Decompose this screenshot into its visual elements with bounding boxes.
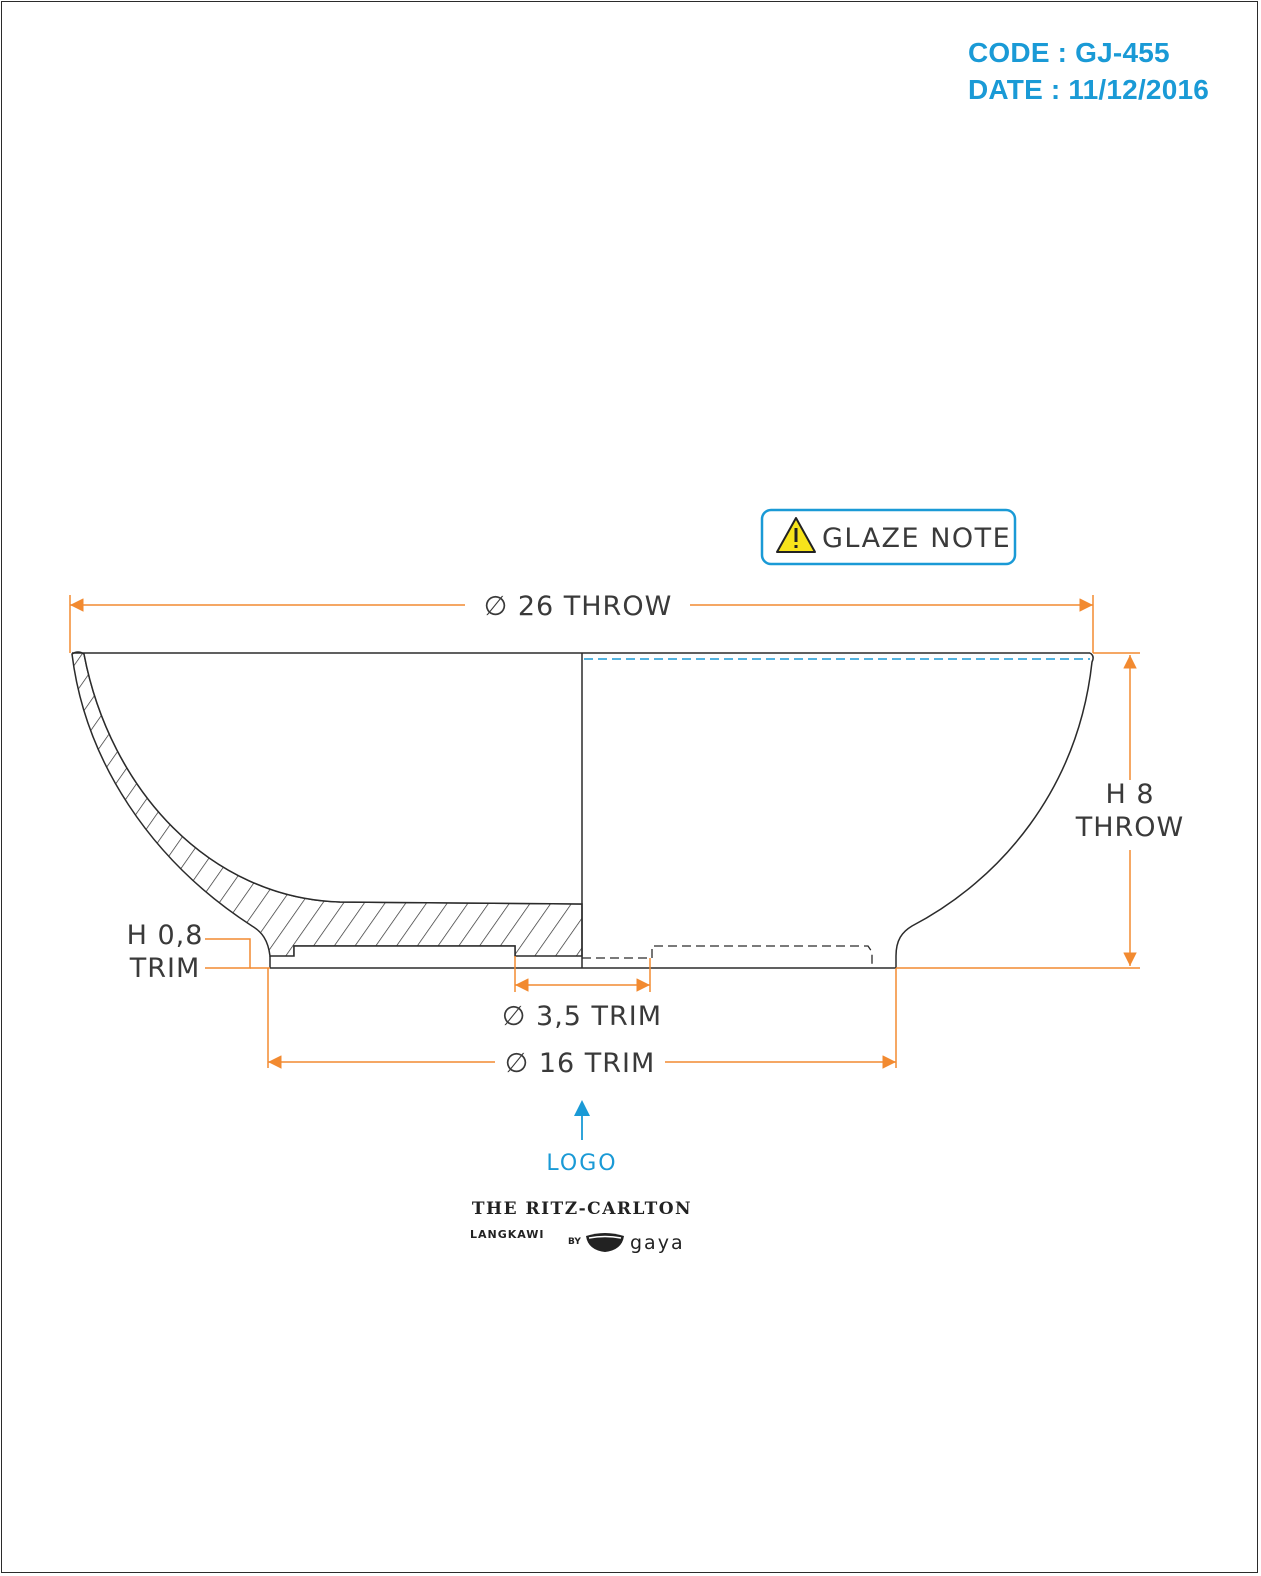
brand-by: BY [568,1237,581,1247]
arrow-up-icon [574,1100,590,1116]
foot-height-label-line1: H 0,8 [127,920,204,951]
hidden-foot-line [582,945,873,968]
height-label-line2: THROW [1075,812,1185,843]
product-code: CODE : GJ-455 [968,37,1170,68]
warning-icon [776,517,816,553]
bowl-logo-icon [586,1233,624,1252]
logo-diameter-dimension: ∅ 3,5 TRIM [502,956,662,1032]
brand-location: LANGKAWI [470,1228,545,1241]
bowl-section-left [71,651,583,969]
brand-mark: THE RITZ-CARLTON LANGKAWI BY gaya [470,1199,692,1254]
title-block: CODE : GJ-455 DATE : 11/12/2016 [968,34,1209,108]
logo-callout-label: LOGO [546,1151,617,1176]
foot-height-dimension: H 0,8 TRIM [127,920,270,984]
logo-diameter-label: ∅ 3,5 TRIM [502,1001,662,1032]
foot-height-label-line2: TRIM [129,953,201,984]
brand-name: THE RITZ-CARLTON [472,1199,692,1219]
drawing-date: DATE : 11/12/2016 [968,74,1210,105]
logo-callout: LOGO [546,1100,617,1176]
height-dimension: H 8 THROW [896,652,1185,969]
foot-diameter-label: ∅ 16 TRIM [505,1048,656,1079]
rim-diameter-dimension: ∅ 26 THROW [69,591,1094,653]
brand-maker: gaya [630,1232,685,1254]
rim-diameter-label: ∅ 26 THROW [484,591,673,622]
glaze-note-label: GLAZE NOTE [822,523,1011,554]
foot-diameter-dimension: ∅ 16 TRIM [267,968,897,1079]
glaze-note: GLAZE NOTE [760,508,1017,566]
glaze-note-box [760,508,1017,566]
height-label-line1: H 8 [1105,779,1154,810]
bowl-view-right [582,652,1094,969]
